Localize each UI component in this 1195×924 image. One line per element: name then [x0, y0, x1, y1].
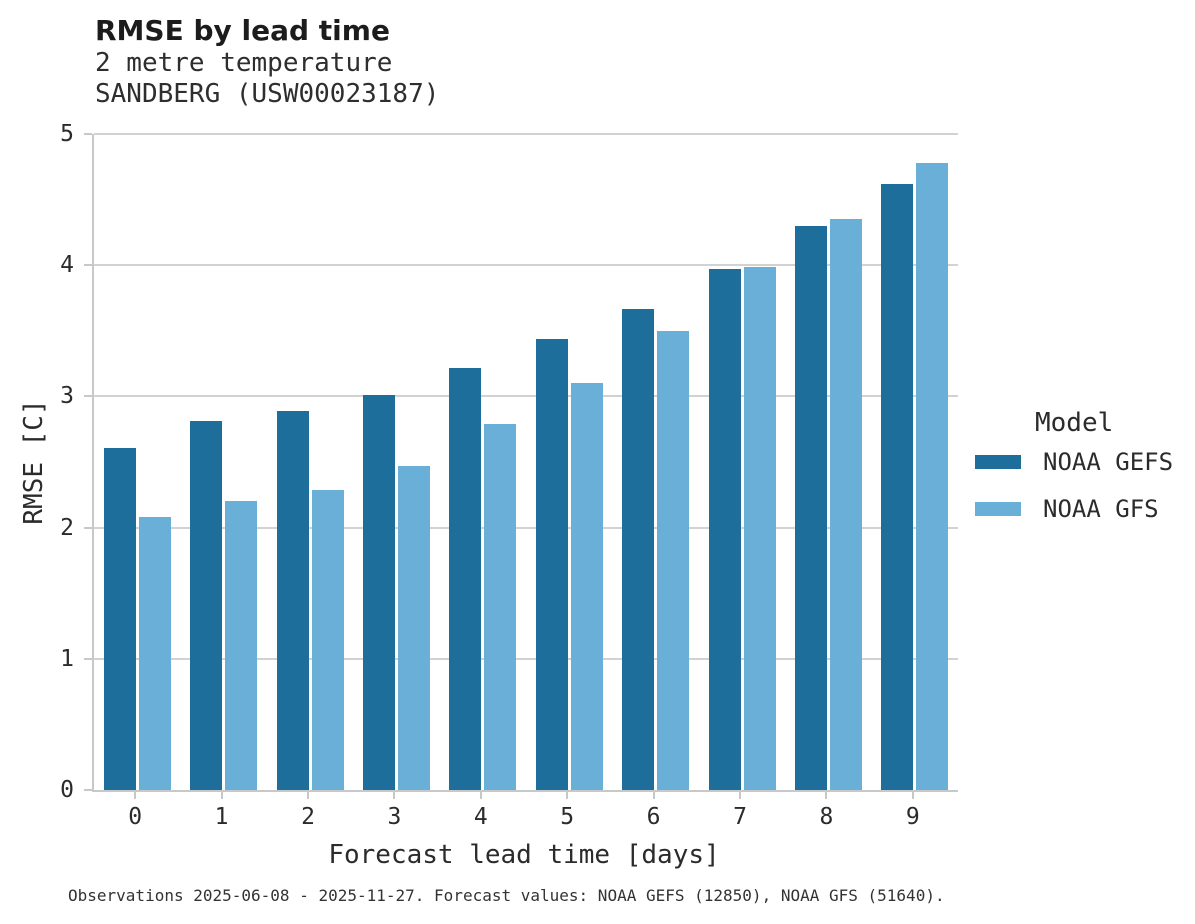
- gridline-y-3: [94, 395, 958, 398]
- bar-group-lead-6: [612, 134, 698, 790]
- x-tick-label-2: 2: [301, 804, 315, 830]
- bar-noaa-gfs-lead-2: [311, 489, 344, 790]
- bar-noaa-gfs-lead-7: [743, 266, 776, 790]
- bar-noaa-gfs-lead-5: [570, 383, 603, 790]
- bar-noaa-gfs-lead-6: [657, 330, 690, 790]
- x-tick-label-5: 5: [560, 804, 575, 830]
- legend-items: NOAA GEFS NOAA GFS: [975, 448, 1173, 523]
- chart-title: RMSE by lead time: [95, 14, 390, 47]
- y-tick-label-1: 1: [60, 645, 74, 672]
- legend-swatch-icon: [975, 455, 1021, 469]
- x-axis-label: Forecast lead time [days]: [328, 840, 720, 870]
- chart-subtitle-station: SANDBERG (USW00023187): [95, 79, 440, 109]
- legend: Model NOAA GEFS NOAA GFS: [975, 408, 1173, 542]
- bar-group-lead-9: [872, 134, 958, 790]
- bar-noaa-gefs-lead-6: [622, 308, 655, 790]
- legend-item-noaa-gefs: NOAA GEFS: [975, 448, 1173, 476]
- legend-item-noaa-gfs: NOAA GFS: [975, 495, 1173, 523]
- bar-noaa-gefs-lead-0: [103, 447, 136, 790]
- bar-group-lead-3: [353, 134, 439, 790]
- x-tick-mark-9: [911, 792, 914, 799]
- plot-area: [92, 133, 958, 792]
- y-tick-mark-4: [84, 264, 92, 267]
- y-axis-label: RMSE [C]: [19, 399, 49, 525]
- bar-group-lead-8: [785, 134, 871, 790]
- bar-noaa-gefs-lead-2: [276, 410, 309, 790]
- gridline-y-4: [94, 264, 958, 267]
- x-tick-mark-5: [566, 792, 569, 799]
- bar-noaa-gefs-lead-8: [794, 225, 827, 790]
- bar-noaa-gefs-lead-5: [535, 338, 568, 790]
- bar-noaa-gfs-lead-0: [138, 517, 171, 790]
- bar-group-lead-0: [94, 134, 180, 790]
- x-tick-label-1: 1: [214, 804, 229, 830]
- bar-noaa-gefs-lead-7: [708, 269, 741, 790]
- gridline-y-2: [94, 526, 958, 529]
- bar-noaa-gfs-lead-8: [829, 219, 862, 790]
- x-tick-label-4: 4: [473, 804, 488, 830]
- bar-group-lead-4: [440, 134, 526, 790]
- gridline-y-1: [94, 657, 958, 660]
- chart-subtitle-variable: 2 metre temperature: [95, 48, 393, 78]
- x-tick-mark-6: [652, 792, 655, 799]
- gridline-y-5: [94, 133, 958, 135]
- bar-noaa-gfs-lead-4: [484, 423, 517, 790]
- x-tick-label-7: 7: [733, 804, 747, 830]
- legend-swatch-icon: [975, 502, 1021, 516]
- bar-group-lead-5: [526, 134, 612, 790]
- y-tick-mark-5: [84, 133, 92, 135]
- bar-noaa-gefs-lead-1: [190, 421, 223, 790]
- x-tick-label-8: 8: [819, 804, 834, 830]
- x-tick-mark-2: [307, 792, 309, 799]
- bars-row: [94, 134, 958, 790]
- bar-noaa-gfs-lead-1: [225, 501, 258, 790]
- y-tick-mark-1: [84, 657, 92, 660]
- y-tick-mark-3: [84, 395, 92, 398]
- y-tick-label-2: 2: [60, 514, 74, 541]
- x-tick-mark-4: [479, 792, 482, 799]
- bar-noaa-gfs-lead-3: [397, 465, 430, 790]
- x-tick-label-6: 6: [646, 804, 661, 830]
- legend-title: Model: [1035, 408, 1114, 438]
- footer-caption: Observations 2025-06-08 - 2025-11-27. Fo…: [68, 886, 945, 905]
- bar-group-lead-7: [699, 134, 785, 790]
- y-tick-label-3: 3: [60, 383, 74, 410]
- y-tick-mark-2: [84, 526, 92, 529]
- x-tick-label-9: 9: [905, 804, 920, 830]
- bar-group-lead-1: [180, 134, 266, 790]
- y-tick-mark-0: [84, 789, 92, 791]
- legend-label: NOAA GFS: [1043, 495, 1159, 523]
- bar-noaa-gefs-lead-9: [881, 183, 914, 790]
- y-tick-label-5: 5: [60, 121, 74, 147]
- bar-noaa-gefs-lead-4: [449, 367, 482, 790]
- bar-noaa-gefs-lead-3: [362, 395, 395, 790]
- y-tick-label-4: 4: [60, 252, 74, 279]
- x-tick-mark-1: [220, 792, 223, 799]
- x-tick-mark-7: [739, 792, 741, 799]
- bar-group-lead-2: [267, 134, 353, 790]
- legend-label: NOAA GEFS: [1043, 448, 1174, 476]
- x-tick-mark-3: [393, 792, 396, 799]
- y-tick-label-0: 0: [60, 777, 74, 803]
- x-tick-label-0: 0: [128, 804, 143, 830]
- x-tick-mark-8: [825, 792, 828, 799]
- bar-noaa-gfs-lead-9: [916, 162, 949, 790]
- x-tick-label-3: 3: [387, 804, 402, 830]
- title-block: RMSE by lead time 2 metre temperature SA…: [95, 14, 439, 110]
- x-tick-mark-0: [134, 792, 137, 799]
